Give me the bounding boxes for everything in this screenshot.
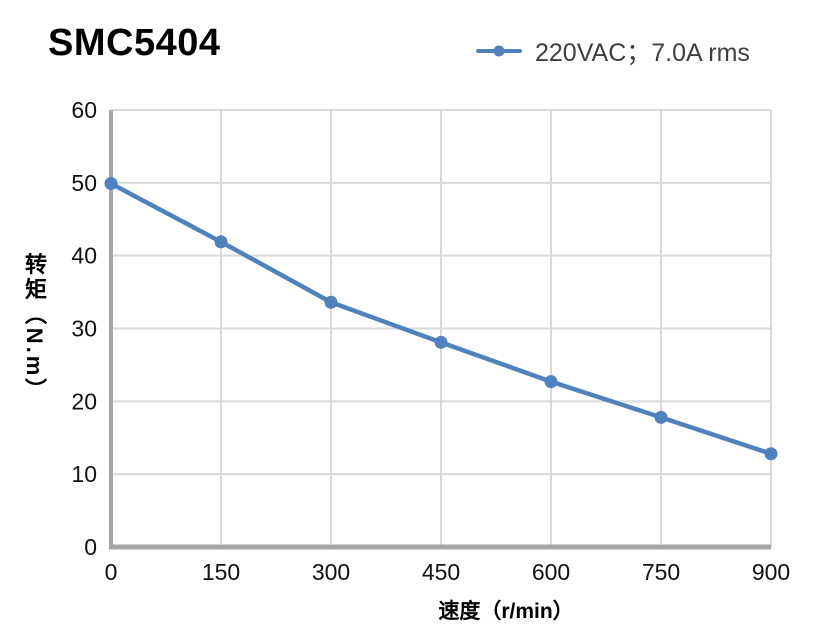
x-axis-title: 速度（r/min） — [438, 600, 574, 623]
data-point-marker — [434, 335, 448, 349]
x-tick-label: 750 — [642, 559, 680, 585]
y-tick-label: 40 — [71, 243, 97, 269]
y-tick-label: 10 — [71, 461, 97, 487]
y-tick-label: 30 — [71, 316, 97, 342]
x-tick-label: 0 — [105, 559, 118, 585]
x-tick-label: 900 — [752, 559, 790, 585]
data-point-marker — [324, 295, 338, 309]
data-point-marker — [544, 375, 558, 389]
x-tick-label: 300 — [312, 559, 350, 585]
x-tick-label: 450 — [422, 559, 460, 585]
legend-marker-icon — [476, 45, 522, 57]
data-point-marker — [104, 177, 118, 191]
y-tick-label: 50 — [71, 170, 97, 196]
y-tick-label: 20 — [71, 388, 97, 414]
data-point-marker — [214, 235, 228, 249]
x-tick-label: 150 — [202, 559, 240, 585]
chart-title: SMC5404 — [48, 22, 221, 64]
y-tick-label: 0 — [84, 534, 97, 560]
data-point-marker — [764, 447, 778, 461]
y-tick-label: 60 — [71, 97, 97, 123]
data-point-marker — [654, 410, 668, 424]
x-tick-label: 600 — [532, 559, 570, 585]
legend: 220VAC；7.0A rms — [476, 33, 750, 69]
y-axis-title: 转矩（N.m） — [22, 252, 47, 404]
legend-label: 220VAC；7.0A rms — [535, 39, 750, 67]
